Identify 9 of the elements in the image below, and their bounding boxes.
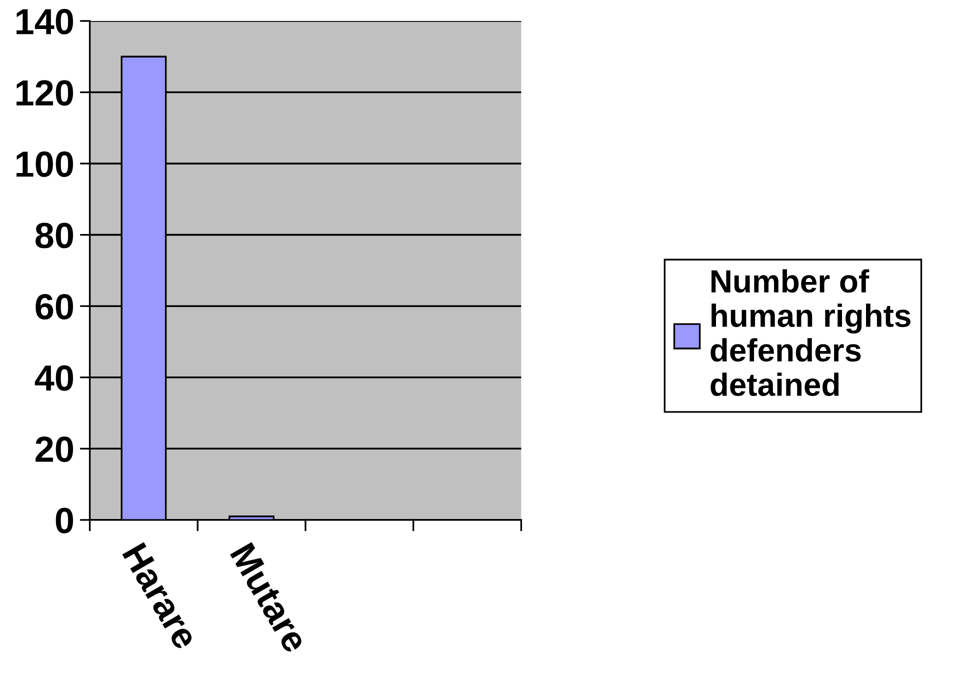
y-tick-label: 140: [16, 8, 74, 34]
y-tick-label: 100: [16, 151, 74, 177]
y-tick-label: 120: [16, 80, 74, 106]
y-tick-label: 40: [34, 365, 74, 391]
y-tick-label: 20: [36, 436, 74, 462]
y-tick-label: 0: [56, 508, 74, 534]
legend-label: Number of human rights defenders detained: [710, 269, 910, 396]
y-tick-label: 60: [36, 294, 74, 320]
y-tick-label: 80: [35, 222, 74, 248]
